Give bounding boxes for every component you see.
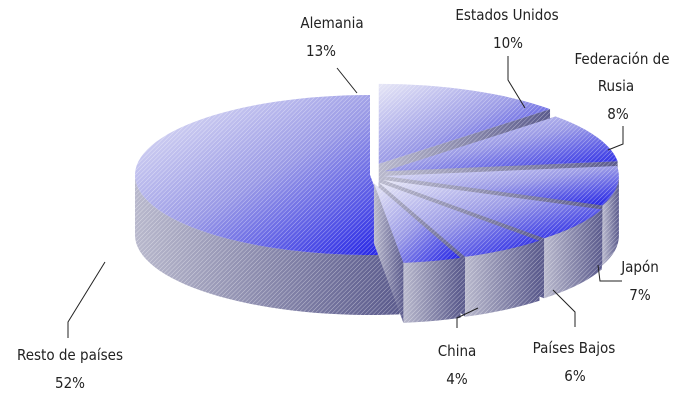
- slice-label-3: Japón: [620, 258, 659, 276]
- slice-label-6: Resto de países: [17, 346, 123, 364]
- slice-label-5: China: [438, 342, 477, 360]
- slice-value-label-3: 7%: [629, 286, 651, 304]
- leader-line-3: [597, 264, 622, 282]
- slice-value-label-4: 6%: [564, 367, 586, 385]
- slice-label-0: Alemania: [300, 14, 363, 32]
- slice-value-label-1: 10%: [493, 34, 523, 52]
- slice-label-2: Rusia: [598, 77, 634, 95]
- slice-label-2: Federación de: [574, 50, 669, 68]
- leader-line-4: [552, 289, 576, 327]
- leader-line-0: [336, 67, 358, 94]
- leader-line-6: [67, 261, 106, 338]
- leader-line-1: [507, 56, 526, 109]
- slice-label-1: Estados Unidos: [455, 6, 558, 24]
- slice-value-label-2: 8%: [607, 105, 629, 123]
- leader-line-5: [456, 307, 479, 328]
- pie-slice-5: [373, 183, 461, 323]
- slice-value-label-0: 13%: [306, 42, 336, 60]
- pie-slice-6: [135, 95, 400, 315]
- slice-value-label-6: 52%: [55, 374, 85, 392]
- slice-label-4: Países Bajos: [533, 339, 616, 357]
- slice-value-label-5: 4%: [446, 370, 468, 388]
- leader-line-2: [607, 126, 624, 151]
